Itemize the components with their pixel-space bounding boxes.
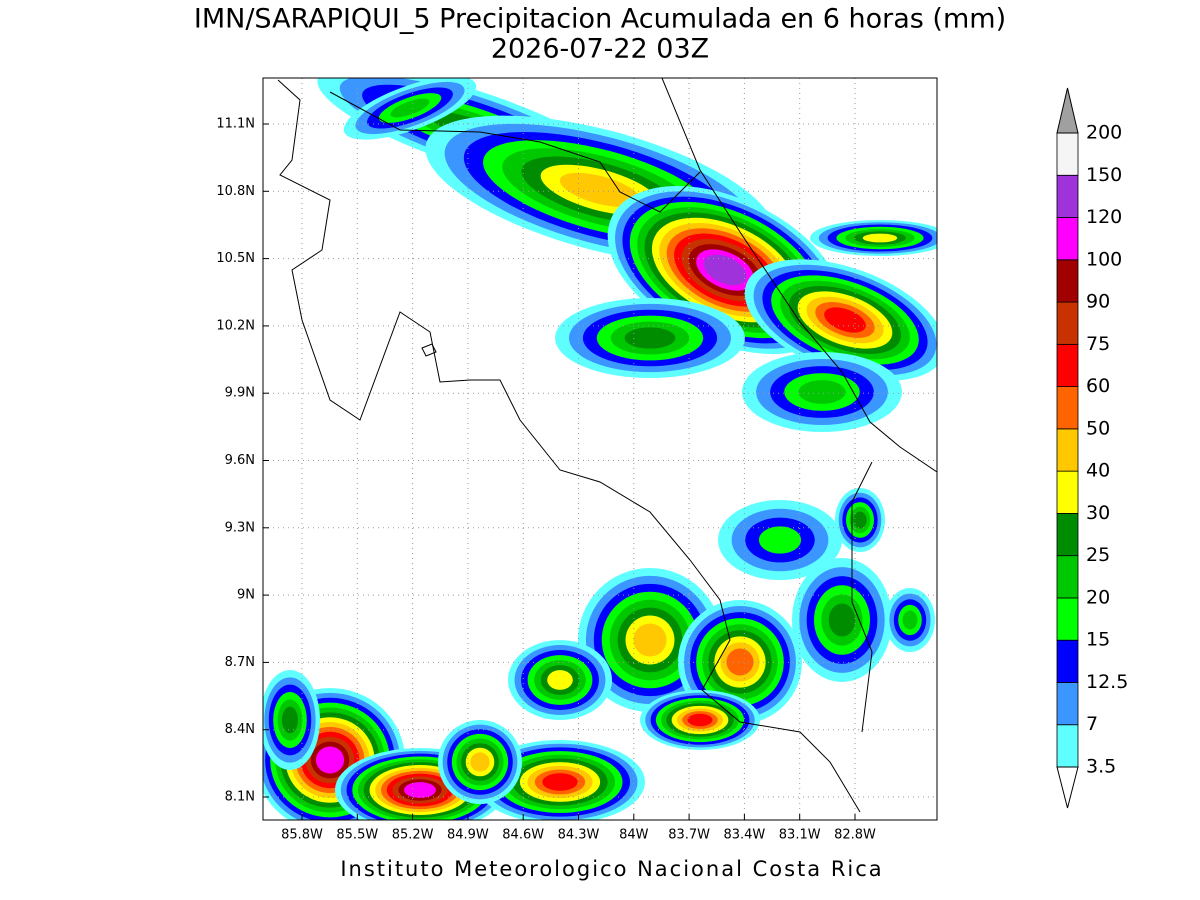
lon-label: 85.8W xyxy=(281,828,323,843)
rain-contour xyxy=(547,670,573,690)
colorbar-band xyxy=(1056,343,1079,388)
rain-contour xyxy=(758,526,802,554)
lon-label: 83.1W xyxy=(779,828,821,843)
colorbar-label: 7 xyxy=(1086,713,1098,735)
colorbar-band xyxy=(1056,174,1079,218)
colorbar-label: 25 xyxy=(1086,544,1110,566)
rain-contour xyxy=(798,380,846,404)
lon-label: 83.7W xyxy=(668,828,710,843)
colorbar-band xyxy=(1056,386,1079,430)
colorbar-label: 200 xyxy=(1086,122,1122,144)
colorbar-band xyxy=(1056,470,1079,514)
map-subtitle: 2026-07-22 03Z xyxy=(491,34,709,65)
colorbar-label: 75 xyxy=(1086,333,1110,355)
lat-label: 10.5N xyxy=(216,251,255,266)
lat-label: 8.4N xyxy=(225,722,255,737)
colorbar-label: 30 xyxy=(1086,502,1110,524)
nicaragua-border xyxy=(329,91,701,213)
rain-contour xyxy=(703,254,747,286)
colorbar-label: 50 xyxy=(1086,417,1110,439)
graticule: 11.1N 10.8N 10.5N 10.2N 9.9N 9.6N 9.3N 9N 8.7N 8.… xyxy=(216,78,937,843)
colorbar-band xyxy=(1056,555,1079,599)
rain-contour xyxy=(315,746,345,774)
lon-label: 85.2W xyxy=(392,828,434,843)
colorbar-under xyxy=(1056,766,1079,809)
lat-label: 9.9N xyxy=(225,386,255,401)
island xyxy=(421,343,437,357)
lat-label: 10.8N xyxy=(216,184,255,199)
colorbar-label: 150 xyxy=(1086,164,1122,186)
colorbar-band xyxy=(1056,513,1079,557)
colorbar-label: 40 xyxy=(1086,460,1110,482)
rain-contour xyxy=(404,782,436,798)
colorbar-label: 100 xyxy=(1086,248,1122,270)
colorbar-band xyxy=(1056,132,1079,176)
rain-contour xyxy=(687,713,713,727)
lat-label: 10.2N xyxy=(216,318,255,333)
lon-label: 83.4W xyxy=(723,828,765,843)
rain-contour xyxy=(862,233,898,243)
colorbar-band xyxy=(1056,682,1079,726)
rain-contour xyxy=(853,511,867,529)
map-footer: Instituto Meteorologico Nacional Costa R… xyxy=(340,857,883,881)
lat-label: 11.1N xyxy=(216,117,255,132)
rain-contour xyxy=(633,623,667,657)
lon-label: 84.9W xyxy=(447,828,489,843)
rain-contour xyxy=(282,706,298,734)
rain-contour xyxy=(726,648,754,676)
panama-border xyxy=(851,461,873,733)
rain-contour xyxy=(542,773,578,791)
lon-label: 82.8W xyxy=(834,828,876,843)
colorbar-band xyxy=(1056,428,1079,472)
lon-label: 85.5W xyxy=(336,828,378,843)
colorbar-band xyxy=(1056,724,1079,768)
caribbean-coast xyxy=(661,78,937,473)
rain-contour xyxy=(390,98,430,118)
colorbar-band xyxy=(1056,217,1079,261)
lon-label: 84.3W xyxy=(558,828,600,843)
precipitation-field xyxy=(263,78,937,820)
colorbar-band xyxy=(1056,301,1079,345)
colorbar-over xyxy=(1056,87,1079,134)
rain-contour xyxy=(624,327,676,349)
lat-label: 8.7N xyxy=(225,655,255,670)
coastlines xyxy=(277,78,937,813)
colorbar-label: 120 xyxy=(1086,206,1122,228)
colorbar: 3.5 7 12.5 15 20 25 30 40 50 60 75 90 100 120 150 200 xyxy=(1056,87,1128,809)
colorbar-label: 12.5 xyxy=(1086,671,1128,693)
rain-contour xyxy=(559,172,641,208)
lat-label: 9N xyxy=(237,588,255,603)
colorbar-band xyxy=(1056,259,1079,303)
lat-label: 9.6N xyxy=(225,453,255,468)
lon-label: 84W xyxy=(619,828,649,843)
colorbar-label: 3.5 xyxy=(1086,756,1116,778)
colorbar-band xyxy=(1056,597,1079,641)
colorbar-label: 90 xyxy=(1086,291,1110,313)
rain-contour xyxy=(828,603,856,637)
colorbar-label: 60 xyxy=(1086,375,1110,397)
pacific-coast xyxy=(277,79,861,813)
colorbar-band xyxy=(1056,639,1079,683)
rain-contour xyxy=(470,752,490,772)
lat-label: 9.3N xyxy=(225,520,255,535)
colorbar-label: 20 xyxy=(1086,586,1110,608)
colorbar-label: 15 xyxy=(1086,629,1110,651)
lon-label: 84.6W xyxy=(502,828,544,843)
map-title: IMN/SARAPIQUI_5 Precipitacion Acumulada … xyxy=(194,4,1006,35)
rain-contour xyxy=(902,610,918,630)
map-frame xyxy=(262,77,938,821)
lat-label: 8.1N xyxy=(225,790,255,805)
